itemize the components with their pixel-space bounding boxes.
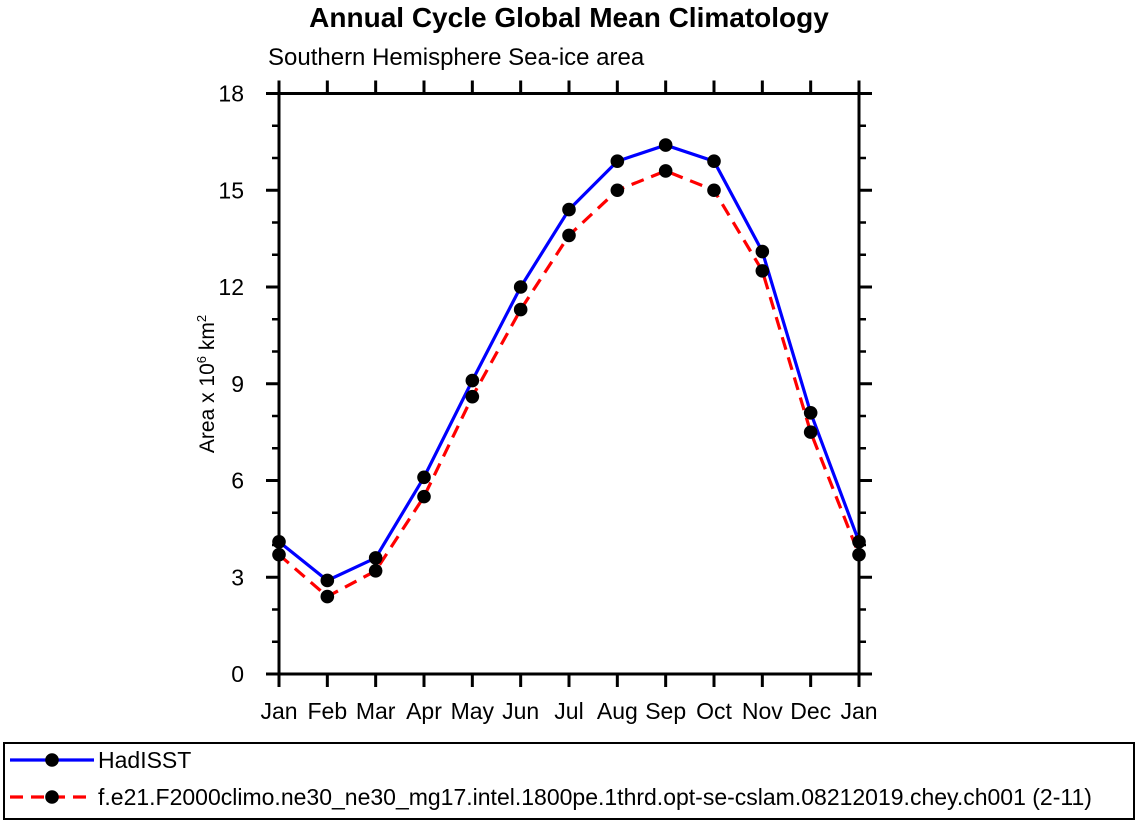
x-axis-tick-label: Oct xyxy=(696,698,732,724)
data-point-marker-0 xyxy=(803,405,818,420)
x-axis-tick-label: Jun xyxy=(502,698,539,724)
x-axis-tick-label: May xyxy=(451,698,495,724)
data-point-marker-1 xyxy=(852,547,866,562)
legend-item-hadisst: HadISST xyxy=(8,746,191,774)
x-axis-tick-label: Mar xyxy=(356,698,396,724)
data-point-marker-0 xyxy=(513,280,528,294)
plot-area: 0 3 6 9 12 15 18 Jan Feb Mar Apr May Jun Jul Aug Sep Oct… xyxy=(218,80,878,724)
data-point-marker-1 xyxy=(320,589,335,604)
x-axis-tick-label: Aug xyxy=(597,698,638,724)
chart-subtitle: Southern Hemisphere Sea-ice area xyxy=(268,44,645,71)
x-axis-tick-label: Sep xyxy=(645,698,686,724)
y-axis-tick-label: 0 xyxy=(231,661,244,687)
data-point-marker-1 xyxy=(368,564,383,578)
data-point-marker-1 xyxy=(610,183,625,198)
data-point-marker-0 xyxy=(417,470,431,485)
x-axis-tick-label: Apr xyxy=(406,698,442,724)
legend-key-dashed-line xyxy=(10,790,94,804)
data-point-marker-0 xyxy=(755,244,770,259)
chart-title: Annual Cycle Global Mean Climatology xyxy=(309,2,829,33)
legend-label-hadisst: HadISST xyxy=(98,746,192,773)
y-axis-tick-label: 6 xyxy=(231,468,244,494)
data-point-marker-0 xyxy=(320,573,335,588)
data-point-marker-1 xyxy=(755,264,770,278)
x-axis-tick-label: Nov xyxy=(742,698,783,724)
data-point-marker-1 xyxy=(465,389,480,404)
legend-item-model: f.e21.F2000climo.ne30_ne30_mg17.intel.18… xyxy=(8,783,1092,811)
data-point-marker-1 xyxy=(417,489,431,504)
data-point-marker-0 xyxy=(272,534,286,549)
data-point-marker-0 xyxy=(562,202,576,217)
y-axis-tick-label: 18 xyxy=(218,81,244,107)
data-point-marker-1 xyxy=(658,164,673,178)
legend-box: HadISST f.e21.F2000climo.ne30_ne30_mg17.… xyxy=(3,742,1135,820)
plot-frame xyxy=(277,92,861,676)
x-axis-tick-label: Dec xyxy=(790,698,831,724)
data-point-marker-0 xyxy=(368,551,383,565)
x-axis-tick-label: Jul xyxy=(554,698,583,724)
data-point-marker-0 xyxy=(852,534,866,549)
data-point-marker-1 xyxy=(562,228,576,243)
y-axis-tick-label: 9 xyxy=(231,371,244,397)
legend-key-solid-line xyxy=(10,753,94,767)
x-axis-tick-label: Jan xyxy=(840,698,877,724)
legend-label-model: f.e21.F2000climo.ne30_ne30_mg17.intel.18… xyxy=(98,783,1092,810)
data-point-marker-0 xyxy=(465,373,480,388)
y-axis-tick-label: 3 xyxy=(231,564,244,590)
y-axis-tick-label: 12 xyxy=(218,274,244,300)
x-axis-tick-label: Jan xyxy=(260,698,297,724)
data-point-marker-0 xyxy=(658,138,673,152)
data-point-marker-0 xyxy=(610,154,625,169)
data-point-marker-1 xyxy=(803,425,818,439)
data-point-marker-1 xyxy=(272,547,286,562)
data-point-marker-1 xyxy=(513,302,528,317)
data-point-marker-0 xyxy=(707,154,721,169)
data-point-marker-1 xyxy=(707,183,721,198)
x-axis-tick-label: Feb xyxy=(308,698,348,724)
y-axis-tick-label: 15 xyxy=(218,177,244,203)
